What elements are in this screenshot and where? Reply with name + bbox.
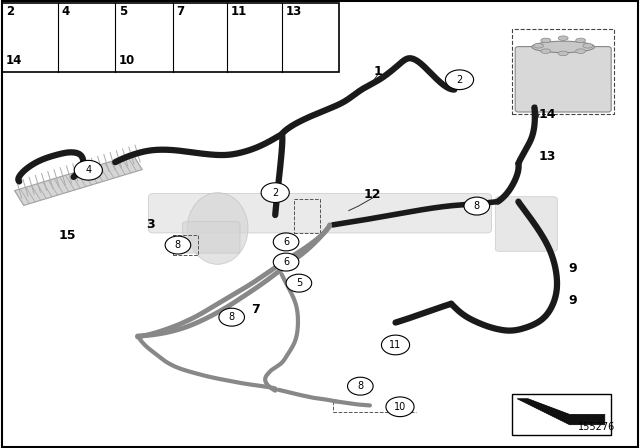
Text: 7: 7 (177, 5, 185, 18)
Circle shape (445, 70, 474, 90)
Text: 155276: 155276 (579, 422, 616, 432)
Text: 10: 10 (394, 402, 406, 412)
Text: 7: 7 (252, 302, 260, 316)
Ellipse shape (188, 193, 248, 264)
Text: 8: 8 (228, 312, 235, 322)
Text: 8: 8 (474, 201, 480, 211)
FancyBboxPatch shape (515, 47, 611, 112)
Text: 2: 2 (6, 5, 14, 18)
Circle shape (165, 236, 191, 254)
Text: 8: 8 (357, 381, 364, 391)
FancyBboxPatch shape (148, 194, 492, 233)
Text: 2: 2 (456, 75, 463, 85)
Text: 6: 6 (283, 237, 289, 247)
FancyBboxPatch shape (182, 222, 240, 253)
Polygon shape (15, 155, 142, 206)
Ellipse shape (576, 38, 586, 43)
Text: 3: 3 (146, 217, 155, 231)
Text: 13: 13 (538, 150, 556, 164)
Circle shape (348, 377, 373, 395)
Text: 10: 10 (119, 54, 135, 67)
Ellipse shape (558, 36, 568, 40)
Circle shape (386, 397, 414, 417)
Text: 4: 4 (85, 165, 92, 175)
Circle shape (273, 253, 299, 271)
Ellipse shape (532, 41, 595, 53)
Circle shape (464, 197, 490, 215)
FancyBboxPatch shape (512, 394, 611, 435)
Polygon shape (517, 399, 605, 425)
Ellipse shape (558, 51, 568, 56)
Text: 5: 5 (119, 5, 127, 18)
Text: 12: 12 (364, 188, 381, 202)
Text: 1: 1 (373, 65, 382, 78)
Text: 2: 2 (272, 188, 278, 198)
Text: 13: 13 (285, 5, 301, 18)
Text: 11: 11 (231, 5, 247, 18)
Circle shape (381, 335, 410, 355)
Ellipse shape (534, 43, 543, 48)
Circle shape (219, 308, 244, 326)
Ellipse shape (576, 49, 586, 53)
Ellipse shape (541, 49, 550, 53)
Text: 6: 6 (283, 257, 289, 267)
Text: 4: 4 (61, 5, 70, 18)
Text: 5: 5 (296, 278, 302, 288)
Text: 8: 8 (175, 240, 181, 250)
Circle shape (74, 160, 102, 180)
Circle shape (261, 183, 289, 202)
Text: 9: 9 (568, 262, 577, 276)
Circle shape (286, 274, 312, 292)
Circle shape (273, 233, 299, 251)
FancyBboxPatch shape (495, 197, 557, 251)
Text: 15: 15 (58, 228, 76, 242)
Text: 14: 14 (6, 54, 22, 67)
Text: 14: 14 (538, 108, 556, 121)
Ellipse shape (541, 38, 550, 43)
FancyBboxPatch shape (2, 3, 339, 72)
Text: 9: 9 (568, 293, 577, 307)
Text: 11: 11 (389, 340, 402, 350)
Ellipse shape (583, 43, 593, 48)
